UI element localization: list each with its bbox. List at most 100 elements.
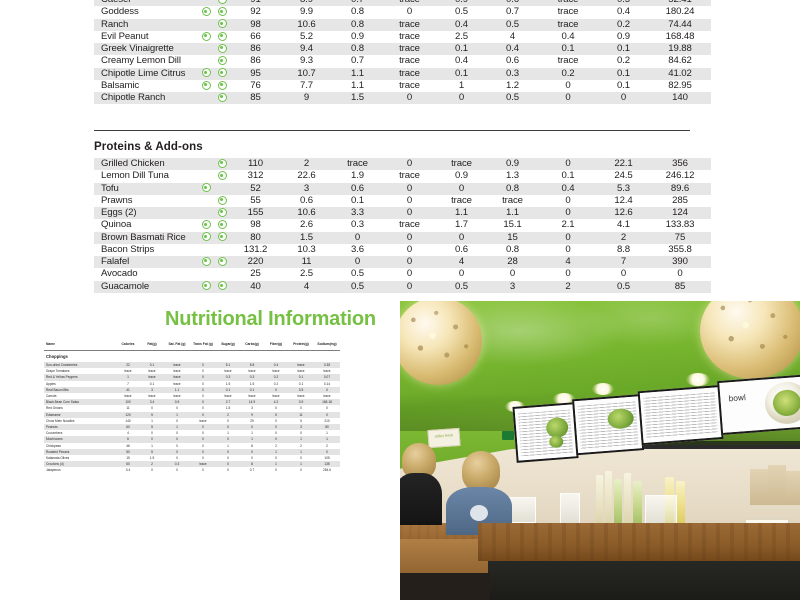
cell-fat: 0.1 xyxy=(149,381,155,386)
table-row: Peanuts 60 5 1 0 0 0 0 3 80 xyxy=(44,424,340,431)
cell-sodium: 285 xyxy=(672,194,688,206)
cell-calories: trace xyxy=(124,394,132,399)
leaf-badge-icon xyxy=(217,19,227,29)
cell-fibre: trace xyxy=(272,369,280,374)
cell-protein: 3.9 xyxy=(288,399,314,406)
table-row: Chow Mein Noodles 140 1 0 trace 0 29 0 5 210 xyxy=(44,418,340,424)
leaf-badge-icon xyxy=(217,256,227,266)
proteins-nutrition-table: Grilled Chicken 110 2 trace 0 trace 0.9 0 22.1 35… xyxy=(94,158,711,293)
cell-calories: 91 xyxy=(230,0,281,7)
menu-board-3 xyxy=(637,385,724,446)
certification-badge-2 xyxy=(214,55,230,67)
cell-sugar: 0.6 xyxy=(454,243,469,255)
cell-sodium: 0 xyxy=(677,268,683,280)
cell-fat: 22.6 xyxy=(297,170,316,182)
leaf-badge-icon xyxy=(217,92,227,102)
cell-carbs: 15 xyxy=(487,231,538,244)
cell-calories: 50 xyxy=(116,448,140,456)
cell-sodium: 133.83 xyxy=(665,219,695,231)
cell-sodium: 390 xyxy=(649,256,711,269)
cell-calories: 100 xyxy=(116,399,140,406)
item-name: Lemon Dill Tuna xyxy=(101,170,169,182)
cell-sat-fat: 0 xyxy=(176,406,178,411)
cell-sat-fat: 0.3 xyxy=(350,219,365,231)
cell-sugar: 2.7 xyxy=(216,399,240,406)
cell-sugar: 0.1 xyxy=(436,43,487,56)
leaf-badge-icon xyxy=(201,183,211,193)
group-heading-label: Choppings xyxy=(44,350,340,362)
cell-trans-fat: 0 xyxy=(202,406,204,411)
cell-sat-fat: 0.8 xyxy=(332,18,383,31)
cell-sat-fat: 0.6 xyxy=(332,182,383,195)
cell-calories: 4 xyxy=(127,431,129,436)
cell-sodium: 135 xyxy=(314,461,340,468)
customer-1-body xyxy=(400,473,442,525)
cell-carbs: 0.9 xyxy=(487,158,538,171)
sneeze-guard-glass-1 xyxy=(645,495,677,525)
cell-trans-fat: 0 xyxy=(383,207,436,220)
counter-front-panel xyxy=(478,523,800,561)
table-row: Kalamata Olives 15 1.5 0 0 0 0 0 0 105 xyxy=(44,455,340,461)
menu-board-4-bowl-logo: bowl xyxy=(717,374,800,436)
cell-fibre: 1 xyxy=(264,461,288,468)
cell-fibre: 0 xyxy=(538,231,598,244)
cell-fat: trace xyxy=(140,374,164,381)
cell-protein: 0 xyxy=(620,268,627,280)
cell-sodium: 80 xyxy=(314,424,340,431)
cell-fat: 11 xyxy=(281,256,332,269)
item-name: Goddess xyxy=(101,6,139,18)
cell-fat: 0 xyxy=(151,468,153,473)
certification-badge-empty xyxy=(198,207,214,220)
leaf-badge-icon xyxy=(201,7,211,17)
item-name: Red & Yellow Peppers xyxy=(44,374,116,381)
leaf-badge-icon xyxy=(217,56,227,66)
certification-badge-2 xyxy=(214,0,230,7)
cell-fibre: 1 xyxy=(264,448,288,456)
cell-sodium: 2 xyxy=(326,443,328,448)
cell-calories: 46 xyxy=(126,443,130,448)
cell-protein: 22.1 xyxy=(598,158,649,171)
cell-sugar: 0 xyxy=(458,268,465,280)
table-row: Mushrooms 6 0 0 0 0 1 0 1 1 xyxy=(44,436,340,443)
cell-fat: 1.5 xyxy=(281,231,332,244)
table-row: Cucumbers 4 0 0 0 1 1 0 0 1 xyxy=(44,430,340,436)
cell-sat-fat: 0 xyxy=(176,431,178,436)
cell-sat-fat: 1.1 xyxy=(332,67,383,80)
certification-badge-empty xyxy=(198,0,214,7)
cell-protein: 2 xyxy=(598,231,649,244)
cell-carbs: 1 xyxy=(251,431,253,436)
leaf-badge-icon xyxy=(217,43,227,53)
item-name: Prawns xyxy=(101,194,133,206)
cell-fat: 5 xyxy=(140,424,164,431)
cell-calories: 66 xyxy=(250,30,261,42)
dispenser-1 xyxy=(596,475,603,523)
cell-sugar: 0 xyxy=(216,461,240,468)
cell-calories: 92 xyxy=(250,6,261,18)
certification-badge-2 xyxy=(214,67,230,80)
cell-fat: 2.5 xyxy=(299,268,314,280)
certification-badge-2 xyxy=(214,231,230,244)
item-name: Quinoa xyxy=(101,219,132,231)
cell-sodium: 41.02 xyxy=(649,67,711,80)
table-row: Grape Tomatoes trace trace trace 0 trace trace… xyxy=(44,368,340,374)
cell-fibre: 0.1 xyxy=(561,170,575,182)
cell-trans-fat: trace xyxy=(383,43,436,56)
table-row: Grilled Chicken 110 2 trace 0 trace 0.9 0 22.1 35… xyxy=(94,158,711,171)
cell-protein: 0.2 xyxy=(598,18,649,31)
cell-carbs: 4 xyxy=(509,30,516,42)
table-row: Chipotle Lime Citrus 95 10.7 1.1 trace 0.1 0.3… xyxy=(94,67,711,80)
cell-carbs: trace xyxy=(248,394,256,399)
table-row: Apples 7 0.1 trace 0 1.5 1.5 0.2 0.1 0.14 xyxy=(44,381,340,387)
cell-trans-fat: 0 xyxy=(190,424,216,431)
cell-sugar: 1.1 xyxy=(436,207,487,220)
cell-sugar: 0.5 xyxy=(436,280,487,293)
cell-carbs: 0.5 xyxy=(487,92,538,105)
cell-sodium: trace xyxy=(323,369,331,374)
table-row: Eggs (2) 155 10.6 3.3 0 1.1 1.1 0 12.6 124 xyxy=(94,207,711,220)
cell-sugar: 0.4 xyxy=(454,55,469,67)
cell-fat: 2 xyxy=(140,461,164,468)
cell-fat: 10.6 xyxy=(281,207,332,220)
cell-trans-fat: 0 xyxy=(406,194,413,206)
column-header: Fibre(g) xyxy=(264,339,288,351)
cell-calories: 98 xyxy=(230,18,281,31)
